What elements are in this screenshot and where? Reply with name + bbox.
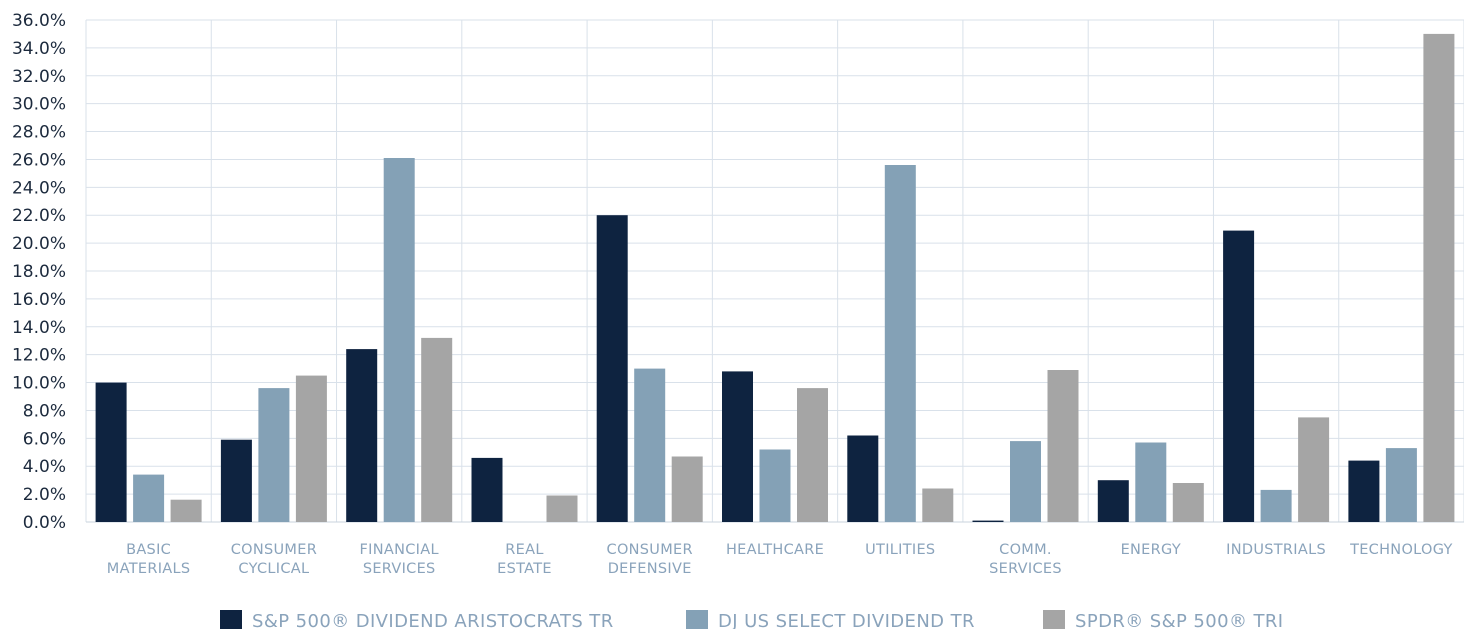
legend-swatch [220,610,242,629]
x-tick-label: INDUSTRIALS [1226,542,1326,558]
bar-2-7 [884,165,916,522]
bar-3-1 [170,499,202,522]
x-tick-label: MATERIALS [107,561,191,577]
bar-2-8 [1010,441,1041,522]
x-tick-label: ENERGY [1121,542,1181,558]
x-tick-label: REAL [505,542,543,558]
bar-2-1 [133,474,165,522]
bar-1-4 [471,457,503,522]
x-axis: BASIC MATERIALS CONSUMER CYCLICAL FINANCIAL S… [107,542,1453,577]
x-tick-label: HEALTHCARE [726,542,824,558]
bar-2-9 [1135,442,1167,522]
y-tick-label: 26.0% [12,150,66,170]
bar-1-7 [847,435,879,522]
x-tick-label: DEFENSIVE [608,561,692,577]
bar-1-8 [972,520,1004,522]
y-tick-label: 12.0% [12,346,66,366]
y-tick-label: 22.0% [12,206,66,226]
bar-1-9 [1097,480,1129,522]
bar-3-9 [1172,483,1204,522]
y-tick-label: 28.0% [12,123,66,143]
legend-label: DJ US SELECT DIVIDEND TR [718,611,975,629]
bar-3-3 [421,337,453,522]
y-tick-label: 4.0% [23,457,66,477]
bar-1-6 [722,371,753,522]
bar-1-5 [596,215,628,522]
y-tick-label: 34.0% [12,39,66,59]
bar-1-2 [220,439,252,522]
y-tick-label: 8.0% [23,401,66,421]
y-tick-label: 32.0% [12,67,66,87]
bar-2-11 [1385,448,1417,522]
y-tick-label: 2.0% [23,485,66,505]
legend: S&P 500® DIVIDEND ARISTOCRATS TR DJ US SE… [220,610,1284,629]
x-tick-label: UTILITIES [865,542,935,558]
legend-swatch [1043,610,1065,629]
gridlines [85,19,1464,523]
legend-swatch [686,610,708,629]
y-axis: 0.0% 2.0% 4.0% 6.0% 8.0% 10.0% 12.0% 14.0% 16.0%… [12,11,66,533]
y-tick-label: 16.0% [12,290,66,310]
bar-1-1 [95,382,127,522]
legend-label: S&P 500® DIVIDEND ARISTOCRATS TR [252,611,614,629]
legend-label: SPDR® S&P 500® TRI [1075,611,1284,629]
bar-3-6 [797,388,828,522]
bar-2-10 [1260,489,1292,522]
y-tick-label: 10.0% [12,374,66,394]
y-tick-label: 6.0% [23,429,66,449]
x-tick-label: BASIC [126,542,171,558]
bar-3-4 [546,495,578,522]
y-tick-label: 24.0% [12,178,66,198]
y-tick-label: 14.0% [12,318,66,338]
bar-2-3 [383,158,415,522]
x-tick-label: TECHNOLOGY [1349,542,1453,558]
bar-3-10 [1298,417,1330,522]
x-tick-label: SERVICES [989,561,1062,577]
bar-3-5 [671,456,703,522]
bar-3-8 [1047,370,1079,522]
bars [95,33,1455,523]
bar-1-11 [1348,460,1380,522]
bar-3-11 [1423,33,1455,523]
x-tick-label: CONSUMER [607,542,693,558]
x-tick-label: CONSUMER [231,542,317,558]
bar-3-2 [295,375,327,522]
y-tick-label: 18.0% [12,262,66,282]
bar-2-5 [634,368,666,522]
y-tick-label: 0.0% [23,513,66,533]
y-tick-label: 36.0% [12,11,66,31]
x-tick-label: CYCLICAL [238,561,309,577]
bar-1-3 [346,349,378,522]
y-tick-label: 20.0% [12,234,66,254]
x-tick-label: SERVICES [363,561,436,577]
y-tick-label: 30.0% [12,95,66,115]
x-tick-label: ESTATE [497,561,552,577]
bar-1-10 [1223,230,1255,522]
bar-2-6 [759,449,791,522]
x-tick-label: COMM. [999,542,1052,558]
bar-2-2 [258,388,290,522]
bar-3-7 [922,488,954,522]
x-tick-label: FINANCIAL [360,542,439,558]
